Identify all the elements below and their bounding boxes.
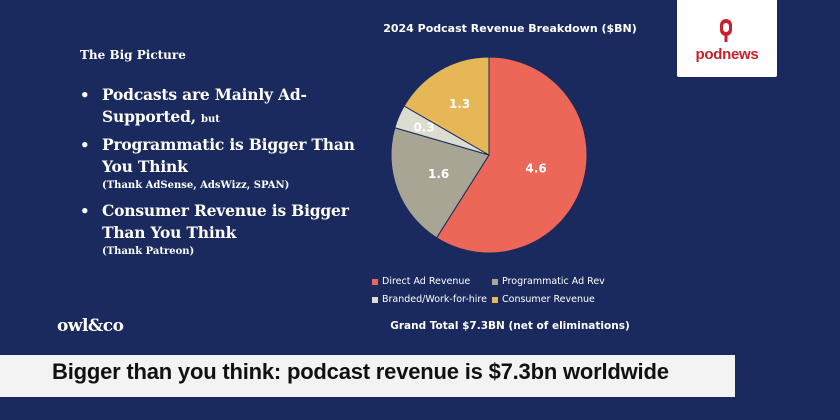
pie-chart: 4.6 1.6 0.3 1.3	[390, 56, 588, 254]
legend-label: Consumer Revenue	[502, 294, 595, 305]
headline-strip	[0, 355, 735, 397]
bullet-text: Podcasts are Mainly Ad-Supported,	[102, 85, 307, 126]
bullet-text: Consumer Revenue is Bigger Than You Thin…	[102, 201, 349, 242]
chart-title: 2024 Podcast Revenue Breakdown ($BN)	[383, 22, 637, 35]
legend-item-direct-ad-revenue: Direct Ad Revenue	[372, 276, 470, 287]
pie-slice-consumer-revenue	[403, 56, 490, 156]
bullet-subtext: (Thank Patreon)	[102, 246, 195, 257]
legend-label: Programmatic Ad Rev	[502, 276, 605, 287]
legend-item-programmatic-ad-rev: Programmatic Ad Rev	[492, 276, 605, 287]
microphone-icon	[720, 19, 732, 42]
legend-swatch	[492, 278, 498, 285]
podnews-logo-text: podnews	[695, 46, 759, 63]
legend-swatch	[372, 296, 378, 303]
pie-data-label: 1.3	[449, 97, 470, 111]
legend-item-branded-work-for-hire: Branded/Work-for-hire	[372, 294, 487, 305]
pie-data-label: 4.6	[525, 162, 546, 176]
bullet-list: • Podcasts are Mainly Ad-Supported, but …	[80, 84, 355, 266]
legend-item-consumer-revenue: Consumer Revenue	[492, 294, 595, 305]
owlco-logo: owl&co	[57, 316, 124, 336]
bullet-dot-icon: •	[80, 202, 90, 220]
bullet-item: • Podcasts are Mainly Ad-Supported, but	[80, 84, 355, 128]
pie-data-label: 0.3	[413, 120, 434, 134]
section-heading: The Big Picture	[80, 48, 186, 62]
bullet-dot-icon: •	[80, 86, 90, 104]
pie-slice-programmatic-ad-rev	[390, 127, 490, 239]
pie-slice-direct-ad-revenue	[435, 56, 588, 254]
bullet-subtext: (Thank AdSense, AdsWizz, SPAN)	[102, 180, 290, 191]
headline: Bigger than you think: podcast revenue i…	[52, 359, 669, 384]
bullet-item: • Consumer Revenue is Bigger Than You Th…	[80, 200, 355, 260]
legend-swatch	[492, 296, 498, 303]
grand-total: Grand Total $7.3BN (net of eliminations)	[390, 320, 630, 332]
bullet-text: Programmatic is Bigger Than You Think	[102, 135, 355, 176]
bullet-item: • Programmatic is Bigger Than You Think …	[80, 134, 355, 194]
podnews-badge[interactable]: podnews	[677, 0, 777, 77]
legend-label: Direct Ad Revenue	[382, 276, 471, 287]
legend-label: Branded/Work-for-hire	[382, 294, 487, 305]
bullet-small-text: but	[201, 114, 220, 125]
legend-swatch	[372, 278, 378, 285]
pie-data-label: 1.6	[428, 167, 449, 181]
bullet-dot-icon: •	[80, 136, 90, 154]
